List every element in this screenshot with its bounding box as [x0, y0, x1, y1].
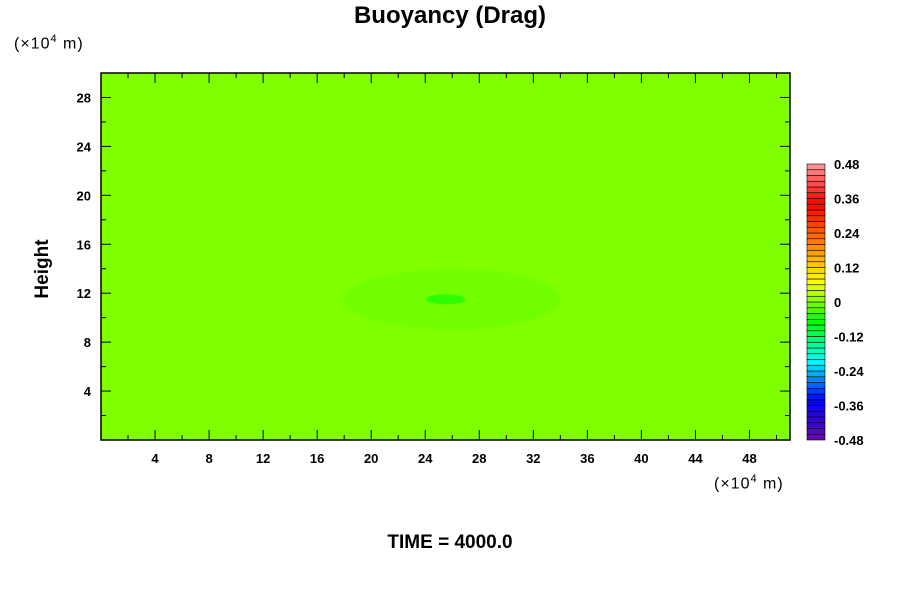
time-label: TIME = 4000.0 [387, 532, 513, 553]
colorbar-label: 0.36 [834, 192, 859, 207]
colorbar-swatch [806, 215, 826, 222]
colorbar-swatch [806, 324, 826, 332]
x-tick-label: 8 [205, 451, 212, 466]
colorbar-swatch [806, 295, 826, 303]
colorbar-swatch [806, 433, 826, 441]
y-unit-exp: 4 [50, 33, 58, 45]
colorbar-swatch [806, 359, 826, 366]
colorbar-swatch [806, 341, 826, 349]
colorbar-swatch [806, 278, 826, 286]
colorbar-swatch [806, 180, 826, 188]
colorbar-swatch [806, 221, 826, 228]
colorbar-label: -0.24 [834, 364, 864, 379]
colorbar-swatch [806, 186, 826, 194]
colorbar-swatch [806, 410, 826, 418]
colorbar-swatch [806, 209, 826, 217]
y-tick-label: 16 [77, 237, 91, 252]
colorbar-label: 0.48 [834, 157, 859, 172]
colorbar-swatch [806, 163, 826, 171]
colorbar-swatch [806, 313, 826, 320]
colorbar-swatch [806, 301, 826, 309]
colorbar-swatch [806, 261, 826, 268]
colorbar-label: -0.36 [834, 399, 864, 414]
y-unit-suffix: m) [57, 35, 84, 53]
y-tick-label: 8 [84, 335, 91, 350]
x-tick-label: 28 [472, 451, 486, 466]
y-tick-label: 24 [77, 139, 92, 154]
colorbar-swatch [806, 393, 826, 401]
field-background [101, 73, 790, 440]
x-tick-label: 48 [742, 451, 756, 466]
colorbar-swatch [806, 399, 826, 406]
colorbar-swatch [806, 238, 826, 245]
x-tick-label: 36 [580, 451, 594, 466]
colorbar-label: -0.48 [834, 433, 864, 448]
x-tick-label: 24 [418, 451, 433, 466]
colorbar-swatch [806, 387, 826, 395]
colorbar-swatch [806, 169, 826, 176]
colorbar-swatch [806, 336, 826, 343]
colorbar-swatch [806, 175, 826, 182]
colorbar-swatch [806, 272, 826, 280]
chart-title: Buoyancy (Drag) [353, 2, 547, 29]
x-tick-label: 44 [688, 451, 703, 466]
y-tick-label: 20 [77, 188, 91, 203]
colorbar-swatch [806, 330, 826, 337]
x-unit-exp: 4 [750, 473, 758, 485]
colorbar-swatch [806, 192, 826, 199]
plot-frame [100, 72, 791, 441]
colorbar-swatch [806, 249, 826, 257]
colorbar-swatch [806, 255, 826, 263]
colorbar-swatch [806, 244, 826, 251]
colorbar-swatch [806, 405, 826, 412]
colorbar-swatch [806, 198, 826, 205]
colorbar-swatch [806, 232, 826, 240]
x-unit-prefix: (×10 [714, 475, 751, 493]
colorbar-label: 0.24 [834, 226, 860, 241]
x-tick-label: 4 [151, 451, 159, 466]
colorbar-swatch [806, 382, 826, 389]
colorbar-swatch [806, 428, 826, 435]
colorbar-swatch [806, 416, 826, 424]
y-tick-label: 12 [77, 286, 91, 301]
x-tick-label: 32 [526, 451, 540, 466]
colorbar-swatch [806, 267, 826, 274]
colorbar-label: -0.12 [834, 330, 864, 345]
y-tick-label: 4 [84, 384, 92, 399]
colorbar-swatch [806, 347, 826, 355]
x-tick-label: 16 [310, 451, 324, 466]
y-unit-prefix: (×10 [14, 35, 51, 53]
x-tick-label: 20 [364, 451, 378, 466]
colorbar-swatch [806, 307, 826, 314]
x-tick-label: 12 [256, 451, 270, 466]
y-tick-label: 28 [77, 90, 91, 105]
colorbar-swatch [806, 370, 826, 378]
colorbar-swatch [806, 226, 826, 234]
x-unit-suffix: m) [757, 475, 784, 493]
colorbar-swatch [806, 353, 826, 360]
colorbar-label: 0 [834, 295, 841, 310]
colorbar-swatch [806, 422, 826, 429]
colorbar-swatch [806, 290, 826, 297]
colorbar-swatch [806, 318, 826, 326]
y-axis-unit: (×104 m) [14, 33, 84, 53]
x-axis-unit: (×104 m) [714, 473, 784, 493]
x-tick-label: 40 [634, 451, 648, 466]
colorbar-swatch [806, 203, 826, 211]
colorbar-swatch [806, 364, 826, 372]
colorbar-swatch [806, 376, 826, 383]
colorbar-label: 0.12 [834, 261, 859, 276]
colorbar-swatch [806, 284, 826, 291]
field-region-min [425, 294, 466, 305]
